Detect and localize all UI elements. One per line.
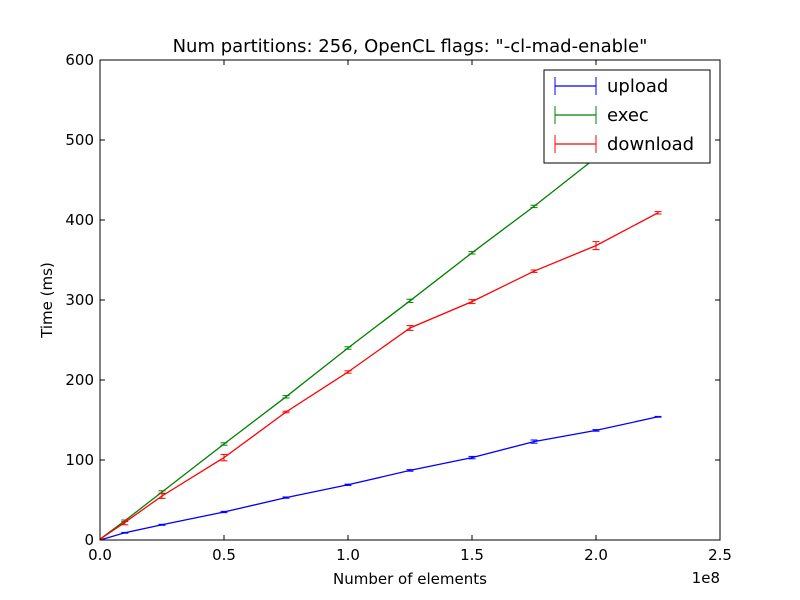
legend-key-download — [554, 135, 597, 153]
error-bar-exec — [282, 395, 290, 399]
error-bar-exec — [468, 251, 476, 255]
y-axis-label: Time (ms) — [38, 262, 56, 339]
error-bar-exec — [344, 346, 352, 350]
error-bar-download — [592, 241, 600, 251]
error-bar-exec — [220, 442, 228, 446]
error-bar-upload — [282, 496, 290, 499]
error-bar-download — [530, 269, 538, 273]
x-tick-label: 0.0 — [88, 546, 112, 564]
error-bar-download — [468, 299, 476, 305]
legend-label-download: download — [607, 134, 694, 155]
error-bar-download — [282, 410, 290, 414]
error-bar-download — [158, 493, 166, 499]
x-tick-label: 1.5 — [460, 546, 484, 564]
error-bar-upload — [468, 455, 476, 460]
legend-item-upload: upload — [554, 76, 668, 97]
x-offset-label: 1e8 — [692, 569, 720, 587]
error-bar-upload — [220, 510, 228, 514]
x-axis: 0.0 0.5 1.0 1.5 2.0 2.5 — [88, 60, 732, 564]
series-upload — [100, 415, 662, 540]
y-tick-label: 400 — [65, 211, 94, 229]
legend-label-upload: upload — [607, 76, 668, 97]
plot-series — [100, 108, 662, 540]
y-tick-label: 300 — [65, 291, 94, 309]
error-bar-upload — [654, 415, 662, 418]
error-bar-download — [406, 325, 414, 331]
chart-title: Num partitions: 256, OpenCL flags: "-cl-… — [173, 36, 648, 57]
legend-key-exec — [554, 106, 597, 124]
y-tick-label: 100 — [65, 451, 94, 469]
y-tick-label: 500 — [65, 131, 94, 149]
legend: upload exec download — [543, 69, 711, 164]
error-bar-upload — [530, 439, 538, 444]
legend-key-upload — [554, 77, 597, 95]
legend-label-exec: exec — [607, 105, 649, 126]
error-bar-download — [220, 453, 228, 462]
x-tick-label: 2.0 — [584, 546, 608, 564]
error-bar-exec — [406, 298, 414, 303]
x-tick-label: 1.0 — [336, 546, 360, 564]
x-tick-label: 2.5 — [708, 546, 732, 564]
y-axis: 0 100 200 300 400 500 600 — [65, 51, 720, 549]
y-tick-label: 600 — [65, 51, 94, 69]
error-bar-upload — [406, 469, 414, 472]
legend-item-download: download — [554, 134, 694, 155]
error-bar-download — [121, 519, 129, 526]
error-bar-upload — [158, 523, 166, 526]
y-tick-label: 200 — [65, 371, 94, 389]
error-bar-upload — [592, 429, 600, 432]
x-axis-label: Number of elements — [333, 570, 487, 588]
error-bar-download — [344, 370, 352, 374]
error-bar-exec — [530, 204, 538, 209]
x-tick-label: 0.5 — [212, 546, 236, 564]
error-bar-upload — [344, 483, 352, 486]
y-tick-label: 0 — [84, 531, 94, 549]
series-download — [100, 211, 662, 540]
legend-item-exec: exec — [554, 105, 649, 126]
error-bar-upload — [121, 531, 129, 534]
error-bar-download — [654, 211, 662, 215]
